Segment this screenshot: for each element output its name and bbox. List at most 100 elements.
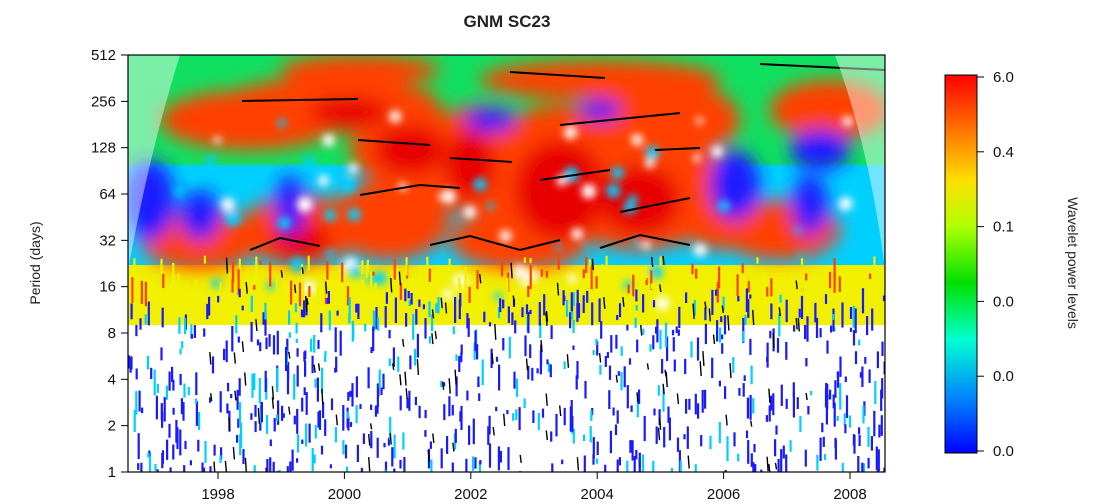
noise-streak bbox=[597, 442, 599, 456]
noise-streak bbox=[220, 391, 222, 412]
chart-title: GNM SC23 bbox=[464, 12, 551, 31]
ridge-segment bbox=[495, 324, 496, 340]
ridge-segment bbox=[306, 296, 307, 312]
x-axis: 1998 2000 2002 2004 2006 2008 bbox=[201, 472, 866, 503]
noise-streak bbox=[496, 357, 498, 362]
noise-streak bbox=[876, 447, 878, 470]
ridge-segment bbox=[281, 270, 282, 277]
power-spot bbox=[187, 171, 199, 183]
noise-streak bbox=[479, 461, 481, 485]
noise-streak bbox=[288, 311, 290, 325]
noise-streak bbox=[254, 465, 256, 487]
noise-streak bbox=[335, 427, 337, 442]
noise-streak bbox=[743, 383, 745, 397]
noise-streak bbox=[770, 278, 772, 296]
noise-streak bbox=[394, 259, 396, 280]
ridge-segment bbox=[751, 421, 752, 427]
noise-streak bbox=[406, 398, 408, 408]
ridge-segment bbox=[647, 363, 648, 369]
noise-streak bbox=[157, 384, 159, 393]
noise-streak bbox=[651, 283, 653, 289]
noise-streak bbox=[564, 408, 566, 425]
noise-streak bbox=[312, 356, 314, 374]
noise-streak bbox=[351, 383, 353, 406]
noise-streak bbox=[790, 440, 792, 452]
noise-streak bbox=[495, 407, 497, 411]
power-spot bbox=[628, 195, 637, 204]
noise-streak bbox=[314, 455, 316, 464]
noise-streak bbox=[760, 470, 762, 490]
noise-streak bbox=[356, 376, 358, 397]
noise-streak bbox=[744, 315, 746, 325]
noise-streak bbox=[688, 399, 690, 410]
noise-streak bbox=[558, 258, 560, 270]
noise-streak bbox=[315, 425, 317, 438]
noise-streak bbox=[823, 437, 825, 447]
noise-streak bbox=[691, 264, 693, 275]
noise-streak bbox=[219, 455, 221, 463]
power-region-low bbox=[180, 190, 220, 240]
power-spot bbox=[324, 209, 336, 221]
noise-streak bbox=[856, 286, 858, 304]
noise-streak bbox=[148, 302, 150, 326]
noise-streak bbox=[673, 337, 675, 351]
noise-streak bbox=[805, 358, 807, 366]
y-tick-label: 4 bbox=[108, 371, 116, 388]
ridge-segment bbox=[371, 423, 372, 429]
ridge-segment bbox=[709, 308, 710, 321]
noise-streak bbox=[527, 286, 529, 297]
noise-streak bbox=[680, 460, 682, 485]
noise-streak bbox=[753, 444, 755, 452]
noise-streak bbox=[317, 340, 319, 349]
noise-streak bbox=[749, 295, 751, 299]
noise-streak bbox=[172, 445, 174, 460]
ridge-segment bbox=[730, 363, 731, 378]
noise-streak bbox=[820, 438, 822, 461]
noise-streak bbox=[677, 438, 679, 452]
ridge-segment bbox=[480, 274, 481, 283]
ridge-segment bbox=[369, 434, 370, 446]
noise-streak bbox=[345, 445, 347, 459]
noise-streak bbox=[150, 368, 152, 379]
noise-streak bbox=[170, 467, 172, 481]
noise-streak bbox=[309, 424, 311, 443]
power-spot bbox=[278, 119, 287, 128]
noise-streak bbox=[251, 374, 253, 398]
noise-streak bbox=[375, 407, 377, 417]
noise-streak bbox=[595, 339, 597, 345]
ridge-segment bbox=[773, 333, 774, 348]
power-spot bbox=[214, 136, 221, 143]
ridge-segment bbox=[779, 307, 780, 316]
noise-streak bbox=[704, 390, 706, 409]
noise-streak bbox=[230, 394, 232, 398]
noise-streak bbox=[419, 406, 421, 418]
noise-streak bbox=[403, 457, 405, 472]
noise-streak bbox=[524, 335, 526, 356]
ridge-segment bbox=[663, 384, 664, 394]
noise-streak bbox=[806, 316, 808, 341]
noise-streak bbox=[719, 381, 721, 387]
noise-streak bbox=[214, 445, 216, 456]
noise-streak bbox=[277, 331, 279, 355]
power-spot bbox=[474, 178, 487, 191]
noise-streak bbox=[188, 387, 190, 395]
power-spot bbox=[325, 250, 334, 259]
noise-streak bbox=[466, 313, 468, 328]
ridge-segment bbox=[492, 353, 493, 364]
noise-streak bbox=[302, 279, 304, 301]
ridge-segment bbox=[703, 351, 704, 366]
ridge-segment bbox=[541, 340, 542, 352]
ridge-segment bbox=[302, 267, 303, 274]
noise-streak bbox=[766, 415, 768, 422]
noise-streak bbox=[446, 436, 448, 454]
noise-streak bbox=[306, 392, 308, 415]
power-region-peak bbox=[445, 130, 495, 200]
noise-streak bbox=[297, 365, 299, 386]
noise-streak bbox=[583, 281, 585, 293]
colorbar-ticks: 0.00.00.00.10.46.0 bbox=[977, 69, 1014, 460]
noise-streak bbox=[455, 429, 457, 443]
ridge-segment bbox=[289, 352, 290, 359]
noise-streak bbox=[287, 466, 289, 474]
noise-streak bbox=[652, 461, 654, 480]
noise-streak bbox=[850, 328, 852, 332]
